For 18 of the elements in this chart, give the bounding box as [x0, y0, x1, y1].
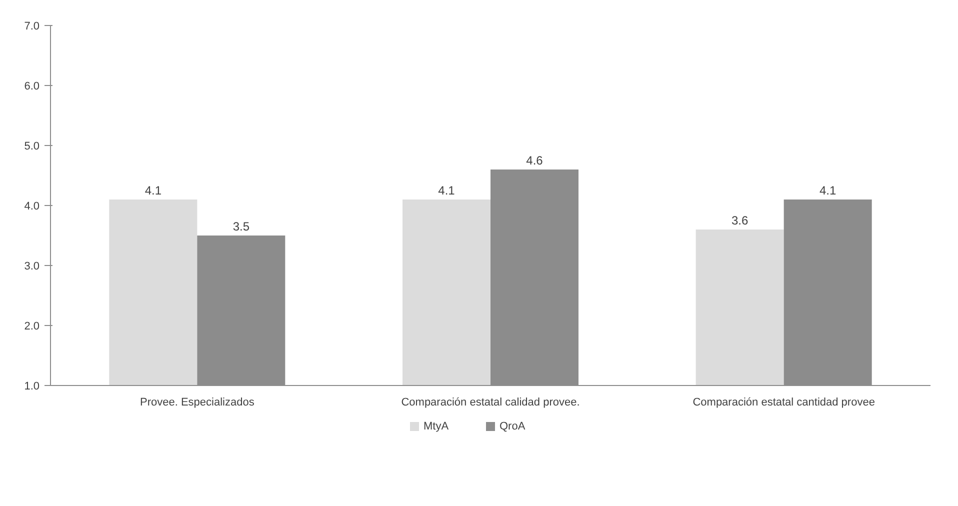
data-label: 4.6	[526, 154, 544, 168]
legend-label: QroA	[500, 420, 526, 432]
y-tick-label: 4.0	[24, 200, 40, 212]
data-label: 3.5	[232, 220, 250, 234]
data-label: 4.1	[438, 184, 456, 198]
legend-label: MtyA	[424, 420, 450, 432]
y-tick-label: 7.0	[24, 20, 40, 32]
y-tick-label: 5.0	[24, 140, 40, 152]
y-tick-label: 2.0	[24, 320, 40, 332]
data-label: 3.6	[731, 214, 748, 228]
x-tick-label: Comparación estatal calidad provee.	[401, 396, 580, 408]
data-label: 4.1	[144, 184, 162, 198]
y-tick-label: 1.0	[24, 380, 40, 392]
data-label: 4.1	[819, 184, 836, 198]
x-tick-label: Comparación estatal cantidad provee	[692, 396, 875, 408]
x-tick-label: Provee. Especializados	[140, 396, 255, 408]
y-tick-label: 3.0	[24, 260, 40, 272]
y-tick-label: 6.0	[24, 80, 40, 92]
